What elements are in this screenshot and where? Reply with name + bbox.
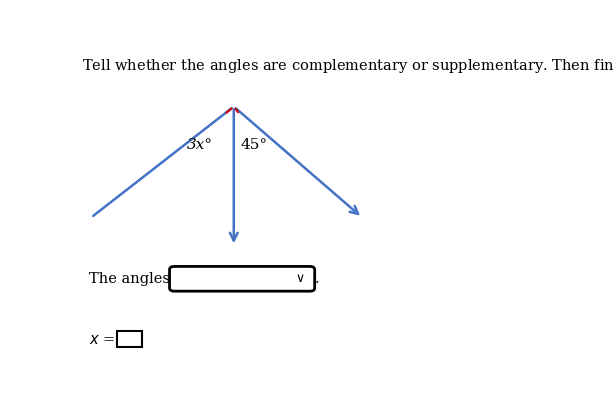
Text: The angles are: The angles are bbox=[88, 272, 199, 286]
Text: 45°: 45° bbox=[241, 138, 268, 152]
Text: ∨: ∨ bbox=[296, 272, 305, 285]
Text: $x$ =: $x$ = bbox=[88, 333, 115, 347]
Text: .: . bbox=[315, 272, 319, 286]
FancyBboxPatch shape bbox=[169, 267, 315, 291]
Text: 3x°: 3x° bbox=[187, 138, 212, 152]
FancyBboxPatch shape bbox=[117, 330, 142, 347]
Text: Tell whether the angles are complementary or supplementary. Then find the value : Tell whether the angles are complementar… bbox=[82, 57, 614, 75]
